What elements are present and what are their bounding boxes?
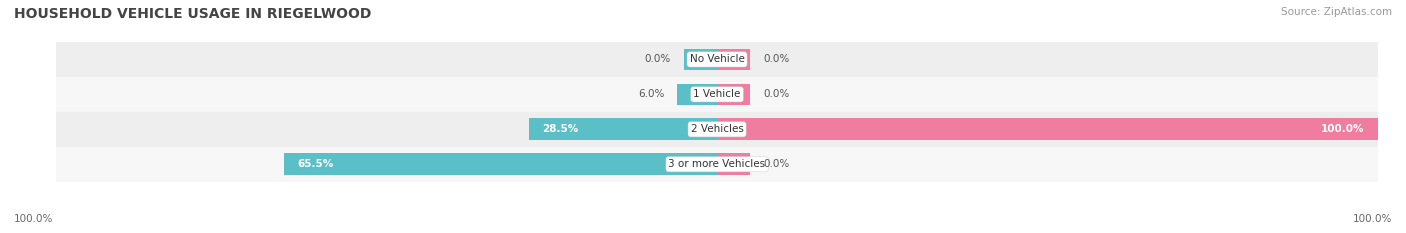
Bar <box>717 84 751 105</box>
Bar <box>717 154 751 175</box>
Bar <box>56 147 1378 182</box>
Bar <box>56 42 1378 77</box>
Bar <box>717 49 751 70</box>
Text: 3 or more Vehicles: 3 or more Vehicles <box>668 159 766 169</box>
Text: 100.0%: 100.0% <box>1353 214 1392 224</box>
Bar <box>284 154 717 175</box>
Text: 100.0%: 100.0% <box>1322 124 1365 134</box>
Text: 6.0%: 6.0% <box>638 89 664 99</box>
Text: 0.0%: 0.0% <box>763 159 790 169</box>
Text: 28.5%: 28.5% <box>541 124 578 134</box>
Text: 0.0%: 0.0% <box>644 55 671 64</box>
Bar <box>56 77 1378 112</box>
Bar <box>717 118 1378 140</box>
Text: 0.0%: 0.0% <box>763 55 790 64</box>
Bar <box>56 112 1378 147</box>
Bar <box>529 118 717 140</box>
Text: 0.0%: 0.0% <box>763 89 790 99</box>
Bar <box>683 49 717 70</box>
Bar <box>678 84 717 105</box>
Text: HOUSEHOLD VEHICLE USAGE IN RIEGELWOOD: HOUSEHOLD VEHICLE USAGE IN RIEGELWOOD <box>14 7 371 21</box>
Text: No Vehicle: No Vehicle <box>689 55 745 64</box>
Text: Source: ZipAtlas.com: Source: ZipAtlas.com <box>1281 7 1392 17</box>
Text: 2 Vehicles: 2 Vehicles <box>690 124 744 134</box>
Text: 65.5%: 65.5% <box>298 159 333 169</box>
Text: 100.0%: 100.0% <box>14 214 53 224</box>
Text: 1 Vehicle: 1 Vehicle <box>693 89 741 99</box>
